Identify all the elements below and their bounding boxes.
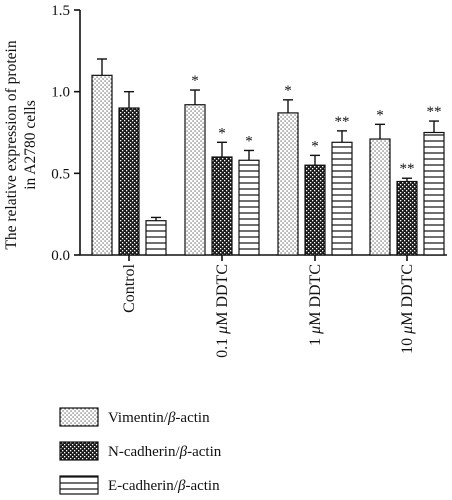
legend-swatch bbox=[59, 475, 99, 495]
significance-mark: * bbox=[218, 125, 226, 141]
significance-mark: * bbox=[376, 107, 384, 123]
bar bbox=[118, 107, 140, 256]
bar-series-group: ************ bbox=[91, 58, 445, 256]
significance-mark: ** bbox=[335, 114, 350, 130]
y-axis-title: The relative expression of protein in A2… bbox=[3, 40, 39, 249]
bar bbox=[184, 104, 206, 256]
series-hlines: ***** bbox=[145, 104, 445, 256]
legend-item: N-cadherin/β-actin bbox=[59, 441, 222, 461]
bar bbox=[331, 141, 353, 256]
bar bbox=[238, 159, 260, 256]
y-axis-title-line-1: The relative expression of protein bbox=[3, 40, 20, 249]
legend-label: E-cadherin/β-actin bbox=[108, 478, 220, 494]
x-tick-label: 0.1 μM DDTC bbox=[214, 264, 231, 358]
legend-label: Vimentin/β-actin bbox=[108, 410, 210, 426]
legend: Vimentin/β-actin N-cadherin/β-actin E-cadh… bbox=[59, 407, 222, 495]
x-tick-labels: Control 0.1 μM DDTC 1 μM DDTC 10 μM DDTC bbox=[121, 263, 416, 357]
x-axis bbox=[80, 254, 447, 261]
legend-item: E-cadherin/β-actin bbox=[59, 475, 220, 495]
bar bbox=[304, 164, 326, 256]
y-tick-label: 0.0 bbox=[51, 248, 70, 264]
bar bbox=[369, 138, 391, 256]
y-axis-title-line-2: in A2780 cells bbox=[22, 100, 39, 190]
x-tick-label: Control bbox=[121, 263, 138, 312]
y-axis: 0.0 0.5 1.0 1.5 bbox=[51, 3, 81, 264]
series-crosshatch: **** bbox=[118, 90, 418, 256]
y-tick-label: 1.5 bbox=[51, 3, 70, 19]
bar bbox=[211, 156, 233, 256]
series-dots: *** bbox=[91, 58, 391, 256]
significance-mark: ** bbox=[427, 104, 442, 120]
x-tick-label: 1 μM DDTC bbox=[307, 264, 324, 346]
legend-swatch bbox=[59, 407, 99, 427]
y-tick-label: 0.5 bbox=[51, 166, 70, 182]
significance-mark: * bbox=[311, 138, 319, 154]
significance-mark: * bbox=[245, 133, 253, 149]
significance-mark: * bbox=[191, 73, 199, 89]
bar bbox=[91, 74, 113, 256]
bar bbox=[277, 112, 299, 256]
y-tick-label: 1.0 bbox=[51, 85, 70, 101]
legend-label: N-cadherin/β-actin bbox=[108, 444, 222, 460]
x-tick-label: 10 μM DDTC bbox=[399, 264, 416, 354]
bar bbox=[145, 220, 167, 256]
bar bbox=[423, 131, 445, 256]
significance-mark: ** bbox=[400, 161, 415, 177]
significance-mark: * bbox=[284, 83, 292, 99]
bar bbox=[396, 180, 418, 256]
legend-swatch bbox=[59, 441, 99, 461]
legend-item: Vimentin/β-actin bbox=[59, 407, 210, 427]
